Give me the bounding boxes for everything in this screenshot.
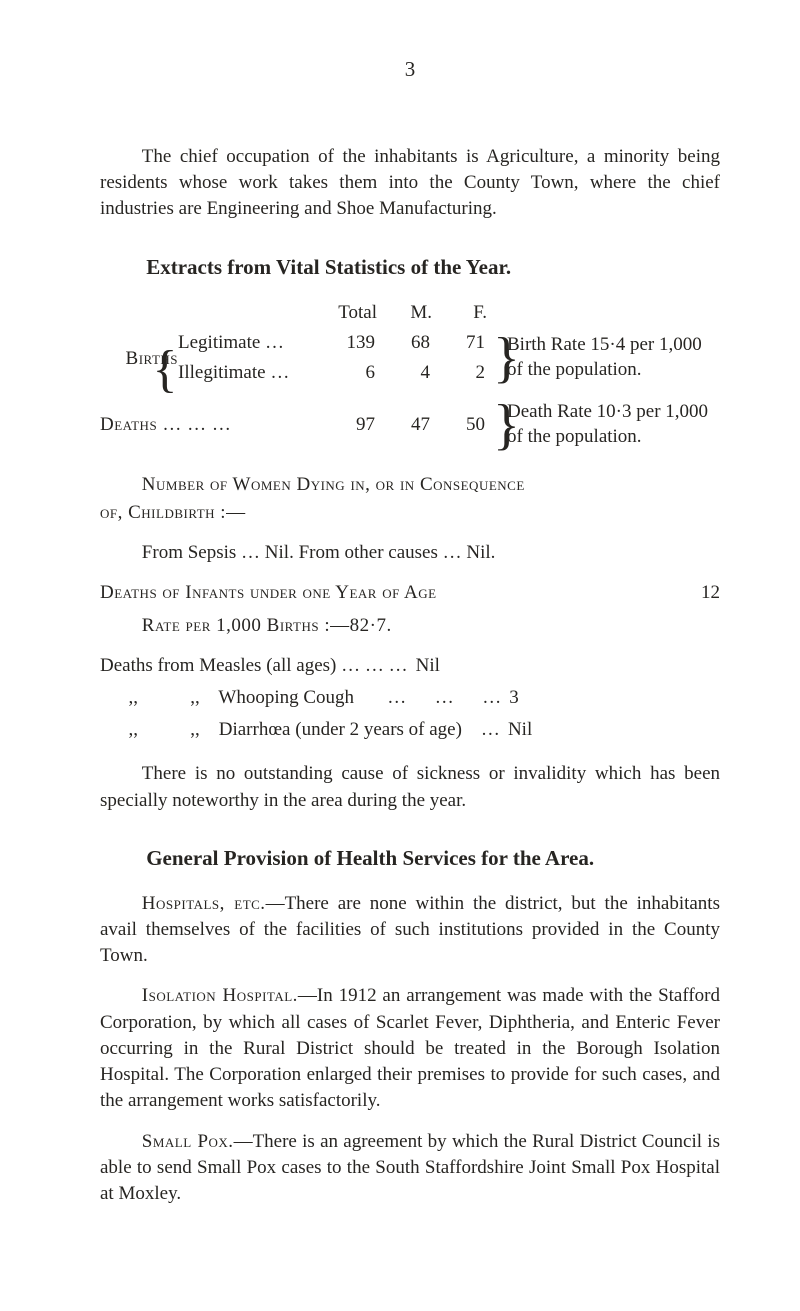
row-legitimate-label: Legitimate … xyxy=(178,330,328,356)
general-provision-heading: General Provision of Health Services for… xyxy=(100,844,720,873)
row-illegitimate-f: 2 xyxy=(438,360,493,386)
measles-line: Deaths from Measles (all ages) … … … Nil xyxy=(100,653,720,679)
infants-label: Deaths of Infants under one Year of Age xyxy=(100,580,437,606)
vital-stats-heading: Extracts from Vital Statistics of the Ye… xyxy=(100,253,720,282)
whooping-value: 3 xyxy=(501,685,519,711)
women-dying-line2: of, Childbirth :— xyxy=(100,500,720,526)
whooping-label: ,, ,, Whooping Cough … … … xyxy=(100,685,501,711)
measles-value: Nil xyxy=(408,653,440,679)
deaths-note: Death Rate 10·3 per 1,000 of the populat… xyxy=(507,400,717,449)
diarrhoea-value: Nil xyxy=(500,717,532,743)
intro-paragraph: The chief occupation of the inhabitants … xyxy=(100,144,720,223)
hospitals-paragraph: Hospitals, etc.—There are none within th… xyxy=(100,891,720,970)
births-grid: Total M. F. Births { Legitimate … 139 68… xyxy=(100,300,720,387)
births-label-cell: Births { xyxy=(100,346,178,370)
deaths-m: 47 xyxy=(383,412,438,438)
whooping-line: ,, ,, Whooping Cough … … … 3 xyxy=(100,685,720,711)
deaths-label: Deaths … … … xyxy=(100,412,328,438)
col-f: F. xyxy=(438,300,493,326)
smallpox-paragraph: Small Pox.—There is an agreement by whic… xyxy=(100,1129,720,1208)
col-m: M. xyxy=(383,300,438,326)
outstanding-paragraph: There is no outstanding cause of sicknes… xyxy=(100,761,720,813)
hospitals-lead: Hospitals, etc. xyxy=(142,893,266,914)
women-dying-text-b: of, Childbirth :— xyxy=(100,502,246,523)
diarrhoea-line: ,, ,, Diarrhœa (under 2 years of age) … … xyxy=(100,717,720,743)
row-legitimate-total: 139 xyxy=(328,330,383,356)
row-legitimate-f: 71 xyxy=(438,330,493,356)
women-dying-text-a: Number of Women Dying in, or in Conseque… xyxy=(142,474,525,495)
women-dying-line: Number of Women Dying in, or in Conseque… xyxy=(100,472,720,498)
row-illegitimate-total: 6 xyxy=(328,360,383,386)
infants-line: Deaths of Infants under one Year of Age … xyxy=(100,580,720,606)
measles-label: Deaths from Measles (all ages) … … … xyxy=(100,653,408,679)
isolation-paragraph: Isolation Hospital.—In 1912 an arrangeme… xyxy=(100,983,720,1114)
births-note: Birth Rate 15·4 per 1,000 of the populat… xyxy=(507,333,717,382)
deaths-total: 97 xyxy=(328,412,383,438)
deaths-row: Deaths … … … 97 47 50 } Death Rate 10·3 … xyxy=(100,400,720,449)
row-illegitimate-label: Illegitimate … xyxy=(178,360,328,386)
sepsis-line: From Sepsis … Nil. From other causes … N… xyxy=(142,540,720,566)
page-number: 3 xyxy=(100,55,720,84)
vital-stats-block: Total M. F. Births { Legitimate … 139 68… xyxy=(100,300,720,450)
diarrhoea-label: ,, ,, Diarrhœa (under 2 years of age) … xyxy=(100,717,500,743)
deaths-f: 50 xyxy=(438,412,493,438)
rate-per-births: Rate per 1,000 Births :—82·7. xyxy=(142,613,720,639)
infants-value: 12 xyxy=(693,580,720,606)
row-illegitimate-m: 4 xyxy=(383,360,438,386)
page: 3 The chief occupation of the inhabitant… xyxy=(0,0,800,1311)
col-total: Total xyxy=(328,300,383,326)
isolation-lead: Isolation Hospital. xyxy=(142,985,298,1006)
row-legitimate-m: 68 xyxy=(383,330,438,356)
smallpox-lead: Small Pox. xyxy=(142,1131,234,1152)
